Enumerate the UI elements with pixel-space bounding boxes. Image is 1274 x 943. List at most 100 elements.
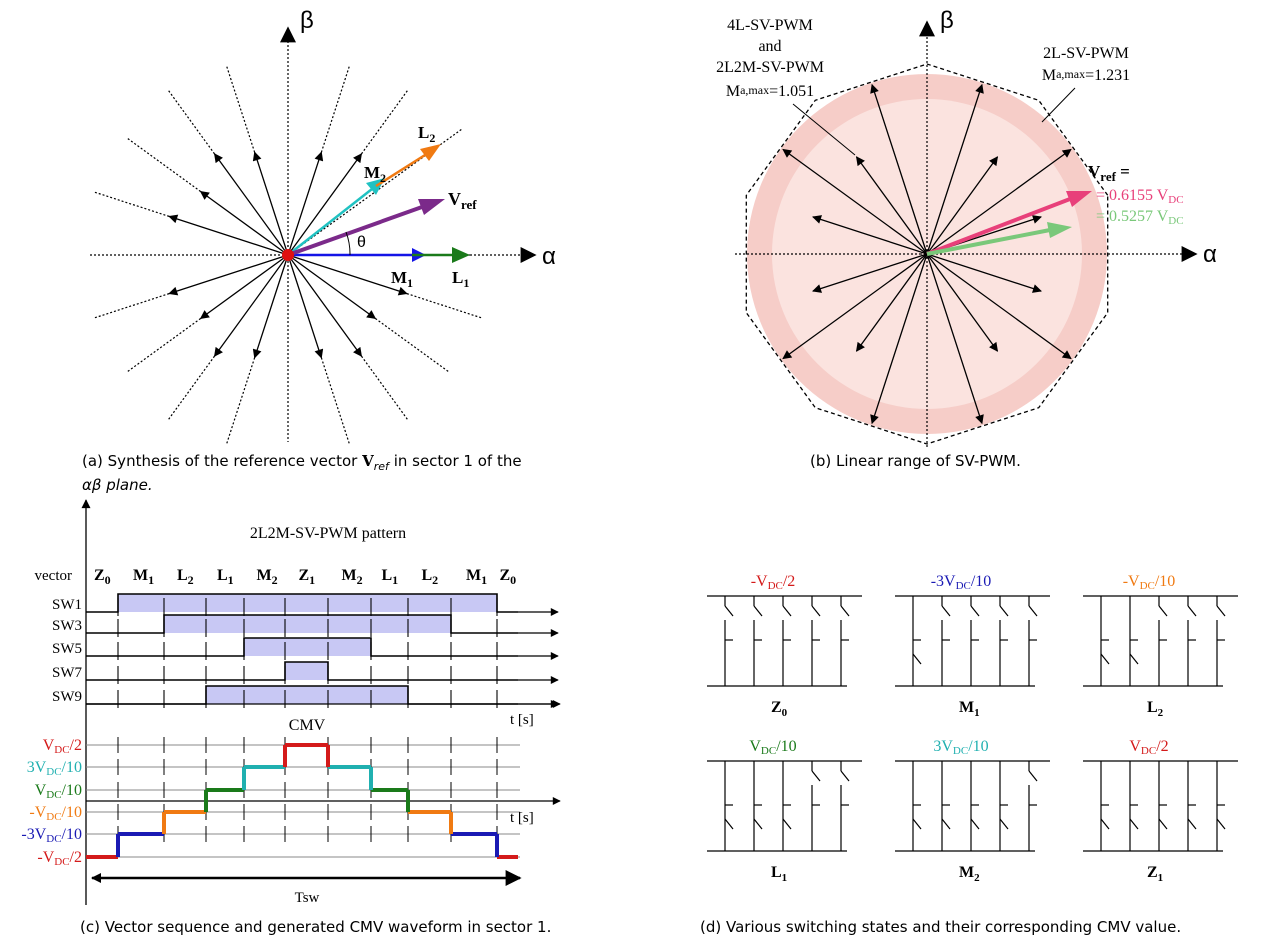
switch-open [1100,653,1110,665]
label-2l-svpwm: 2L-SV-PWM [1043,45,1129,62]
sequence-label: M2 [257,567,278,587]
switch-pulse-fill [118,594,497,612]
space-vector-outer [125,317,201,374]
switch-open [941,605,951,617]
sequence-label: M1 [466,567,487,587]
space-vector-outer [167,355,216,422]
pattern-title: 2L2M-SV-PWM pattern [250,525,406,542]
space-vector [812,253,928,293]
switch-labels: SW1 SW3 SW5 SW7 SW9 [52,597,83,705]
switch-open [1187,605,1197,617]
alpha-label: α [542,243,556,270]
space-vector [870,253,928,425]
state-name: Z1 [1147,864,1163,884]
state-cmv-value: -VDC/2 [751,573,796,592]
switching-state: 3VDC/10 M2 [895,738,1050,884]
space-vector-outer [320,357,351,446]
sequence-ticks [86,598,561,708]
m2-vector [287,188,373,256]
switch-open [999,818,1009,830]
switch-pulse-fill [206,686,408,704]
space-vector [926,253,1042,293]
t-axis-label-2: t [s] [510,810,534,826]
switch-open [840,605,850,617]
l2-arrowhead [420,144,441,161]
vref-value-0.6155: = 0.6155 VDC [1096,187,1184,206]
space-vector-inner [287,254,408,296]
leader-line-4l [792,103,856,156]
space-vector-outer [92,191,170,217]
beta-label: β [940,7,954,34]
switch-pulse [86,661,518,681]
space-vector-outer [225,64,256,153]
cmv-level-label: -3VDC/10 [21,826,82,845]
t-axis-label: t [s] [510,712,534,728]
state-cmv-value: 3VDC/10 [933,738,988,757]
space-vector-inner [287,254,377,320]
space-vector-inner [168,254,289,296]
m2-label: M2 [364,163,386,185]
l2-vector [375,153,426,188]
space-vector [926,83,984,255]
switching-state: -VDC/10 L2 [1083,573,1238,719]
sequence-label: L2 [422,567,439,587]
l1-label: L1 [452,268,469,290]
switch-open [1028,770,1038,782]
switching-state: -VDC/2 Z0 [707,573,862,719]
switch-label: SW7 [52,665,83,681]
switch-open [724,818,734,830]
space-vector-inner [213,153,289,256]
space-vector-inner [168,214,289,256]
vref-0.5257-arrowhead [1047,222,1072,238]
sequence-label: Z0 [94,567,111,587]
state-name: M1 [959,699,980,719]
switch-open [1216,605,1226,617]
cmv-level-labels: VDC/2 3VDC/10 VDC/10 -VDC/10 -3VDC/10 -VDC/2 [21,737,82,868]
space-vector-inner [287,151,324,256]
switch-open [811,770,821,782]
space-vector-outer [167,88,216,155]
switching-state: VDC/2 Z1 [1083,738,1238,884]
switch-open [1158,605,1168,617]
space-vector [855,156,928,255]
vref-value-0.5257: = 0.5257 VDC [1096,208,1184,227]
space-vector-outer [406,293,484,319]
space-vector-inner [287,254,363,357]
state-name: L1 [771,864,787,884]
switch-pulse [86,593,518,613]
vref-0.6155-vector [926,197,1071,256]
vector-sequence: Z0 M1 L2 L1 M2 Z1 M2 L1 L2 M1 Z0 [94,567,516,587]
switch-label: SW1 [52,597,82,613]
space-vector-inner [252,151,289,256]
space-vector-outer [360,88,409,155]
switch-pulse [86,637,518,657]
m1-label: M1 [391,268,413,290]
label-and: and [758,38,781,55]
vref-0.6155-arrowhead [1066,191,1092,207]
switch-open [970,605,980,617]
sequence-label: M2 [342,567,363,587]
sequence-label: M1 [133,567,154,587]
origin-dot [282,249,294,261]
switch-open [1028,605,1038,617]
space-vector-outer [92,293,170,319]
space-vector [812,215,928,255]
panel-a-space-vectors [92,64,484,446]
switch-open [912,818,922,830]
label-2l2m-svpwm: 2L2M-SV-PWM [716,59,824,76]
switch-open [970,818,980,830]
space-vector-outer [320,64,351,153]
switch-label: SW3 [52,618,82,634]
tsw-label: Tsw [295,890,320,906]
switch-open [782,605,792,617]
switch-open [912,653,922,665]
switch-open [941,818,951,830]
cmv-level-label: -VDC/10 [29,804,82,823]
switch-open [1158,818,1168,830]
cmv-level-label: 3VDC/10 [27,759,82,778]
vref-arrowhead [418,199,445,215]
cmv-grid [86,737,561,858]
switch-label: SW5 [52,641,82,657]
caption-a: (a) Synthesis of the reference vector Vr… [82,452,522,473]
